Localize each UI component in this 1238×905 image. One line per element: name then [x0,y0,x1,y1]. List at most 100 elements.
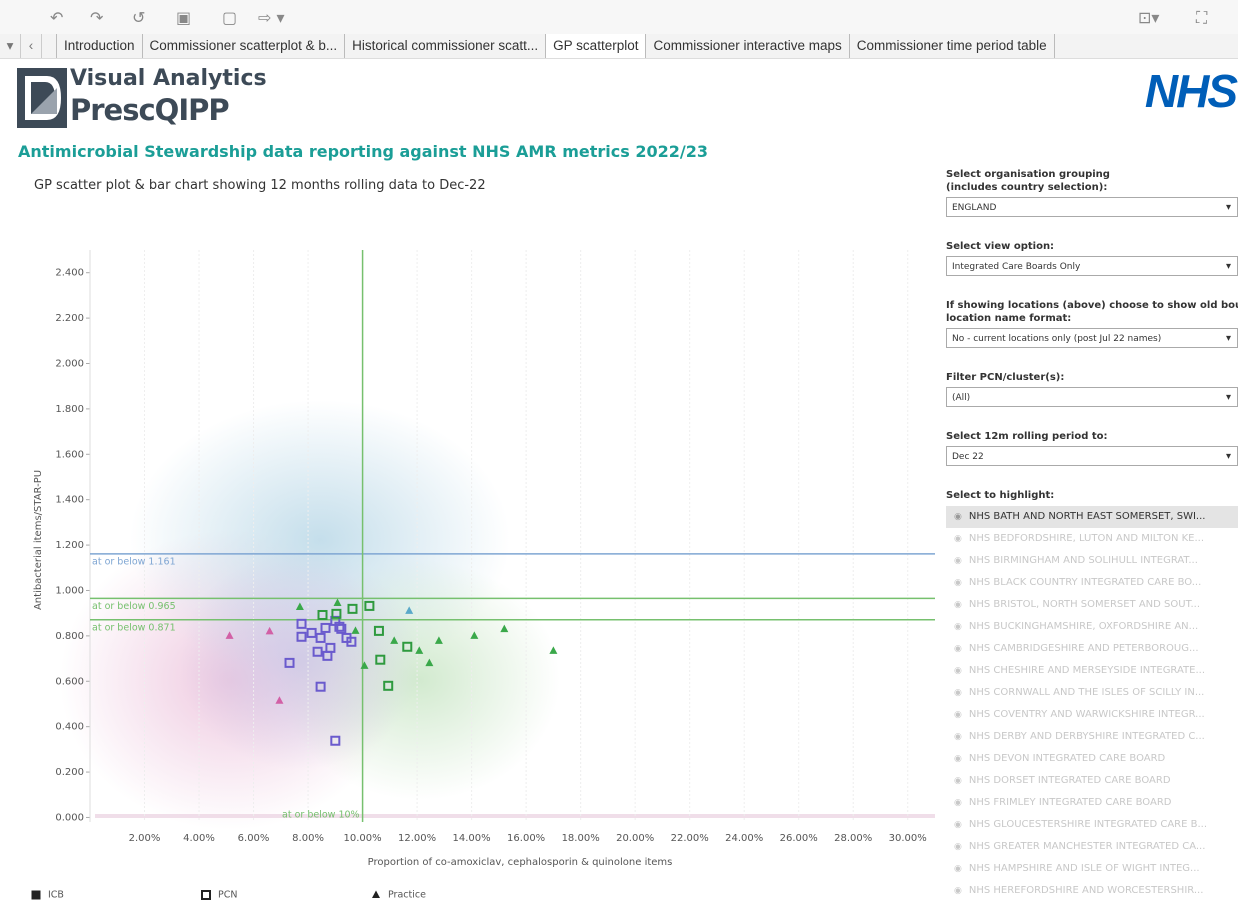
filter-label: Filter PCN/cluster(s): [946,372,1065,383]
pcn-point [315,632,326,643]
fullscreen-icon[interactable]: ⛶ [1196,8,1208,27]
filter-label: Select view option: [946,241,1055,252]
x-tick-label: 2.00% [129,833,161,844]
download-icon[interactable]: ⊡▾ [1138,8,1160,27]
y-tick-label: 0.400 [55,722,84,733]
x-tick-label: 28.00% [834,833,872,844]
filter-panel: Select organisation grouping (includes co… [946,168,1238,902]
practice-point [434,636,443,644]
tab[interactable]: Commissioner scatterplot & b... [143,34,346,58]
highlight-item[interactable]: NHS HEREFORDSHIRE AND WORCESTERSHIR... [946,880,1238,902]
pcn-point [364,600,375,611]
practice-point [405,606,414,614]
y-tick-label: 2.000 [55,358,84,369]
pcn-point [402,641,413,652]
undo-icon[interactable]: ↶ [50,8,64,27]
dropdown[interactable]: No - current locations only (post Jul 22… [946,328,1238,349]
reference-label: at or below 0.965 [92,601,176,612]
pcn-point [331,608,342,619]
dropdown[interactable]: (All) [946,387,1238,408]
pcn-point [336,623,347,634]
reference-label: at or below 1.161 [92,556,176,567]
highlight-item[interactable]: NHS CAMBRIDGESHIRE AND PETERBOROUG... [946,638,1238,660]
dropdown[interactable]: Dec 22 [946,446,1238,467]
y-tick-label: 1.800 [55,404,84,415]
tab[interactable]: Commissioner time period table [850,34,1055,58]
x-axis-label: Proportion of co-amoxiclav, cephalospori… [368,857,673,868]
filter-group: Filter PCN/cluster(s): (All) [946,371,1238,408]
highlight-item[interactable]: NHS BUCKINGHAMSHIRE, OXFORDSHIRE AN... [946,616,1238,638]
share-icon[interactable]: ⇨ ▾ [258,8,285,27]
background-cloud [60,400,935,830]
y-tick-label: 1.600 [55,449,84,460]
y-tick-label: 1.000 [55,585,84,596]
highlight-item[interactable]: NHS BLACK COUNTRY INTEGRATED CARE BO... [946,572,1238,594]
legend-marker [201,890,211,900]
highlight-item[interactable]: NHS CHESHIRE AND MERSEYSIDE INTEGRATE... [946,660,1238,682]
highlight-item[interactable]: NHS FRIMLEY INTEGRATED CARE BOARD [946,792,1238,814]
logo-mark [17,68,67,128]
redo-icon[interactable]: ↷ [90,8,104,27]
highlight-item[interactable]: NHS CORNWALL AND THE ISLES OF SCILLY IN.… [946,682,1238,704]
tab-menu[interactable]: ▾ [0,34,21,58]
dashboard-subtitle: GP scatter plot & bar chart showing 12 m… [34,178,486,193]
legend-label: Practice [388,890,426,901]
pcn-point [383,680,394,691]
practice-point [360,661,369,669]
pcn-point [347,603,358,614]
pcn-point [296,631,307,642]
highlight-item[interactable]: NHS GREATER MANCHESTER INTEGRATED CA... [946,836,1238,858]
tab[interactable]: Introduction [57,34,143,58]
y-tick-label: 1.400 [55,495,84,506]
filter-label: Select organisation grouping [946,169,1110,180]
highlight-item[interactable]: NHS GLOUCESTERSHIRE INTEGRATED CARE B... [946,814,1238,836]
highlight-item[interactable]: NHS BRISTOL, NORTH SOMERSET AND SOUT... [946,594,1238,616]
pcn-point [315,681,326,692]
tab-bar: ▾ ‹ Introduction Commissioner scatterplot… [0,34,1238,59]
x-tick-label: 16.00% [507,833,545,844]
filter-group: Select organisation grouping (includes co… [946,168,1238,218]
practice-point [549,646,558,654]
highlight-item[interactable]: NHS BEDFORDSHIRE, LUTON AND MILTON KE... [946,528,1238,550]
pcn-point [284,657,295,668]
highlight-label: Select to highlight: [946,490,1055,501]
practice-point [415,646,424,654]
practice-point [500,624,509,633]
x-tick-label: 14.00% [453,833,491,844]
x-tick-label: 6.00% [238,833,270,844]
dropdown[interactable]: ENGLAND [946,197,1238,218]
practice-point [351,626,360,634]
dashboard-title: Antimicrobial Stewardship data reporting… [18,142,708,161]
highlight-item[interactable]: NHS DORSET INTEGRATED CARE BOARD [946,770,1238,792]
tab[interactable]: Historical commissioner scatt... [345,34,547,58]
highlight-item[interactable]: NHS HAMPSHIRE AND ISLE OF WIGHT INTEG... [946,858,1238,880]
x-tick-label: 4.00% [183,833,215,844]
highlight-item[interactable]: NHS BIRMINGHAM AND SOLIHULL INTEGRAT... [946,550,1238,572]
dropdown[interactable]: Integrated Care Boards Only [946,256,1238,277]
refresh-icon[interactable]: ▣ [176,8,192,27]
practice-point [425,658,434,667]
revert-icon[interactable]: ↺ [132,8,146,27]
y-tick-label: 0.200 [55,767,84,778]
tab[interactable]: GP scatterplot [546,34,647,58]
x-tick-label: 18.00% [562,833,600,844]
y-axis-label: Antibacterial items/STAR-PU [33,470,44,610]
legend-label: ICB [48,890,64,901]
pcn-point [373,625,384,636]
highlight-item[interactable]: NHS DEVON INTEGRATED CARE BOARD [946,748,1238,770]
pause-icon[interactable]: ▢ [222,8,238,27]
x-tick-label: 30.00% [889,833,927,844]
highlight-item[interactable]: NHS COVENTRY AND WARWICKSHIRE INTEGR... [946,704,1238,726]
pcn-point [346,636,357,647]
pcn-point [375,654,386,665]
tab[interactable]: Commissioner interactive maps [646,34,850,58]
highlight-item[interactable]: NHS BATH AND NORTH EAST SOMERSET, SWI... [946,506,1238,528]
practice-point [390,636,399,644]
y-tick-label: 0.000 [55,812,84,823]
y-tick-label: 2.200 [55,313,84,324]
filter-label: If showing locations (above) choose to s… [946,300,1238,311]
highlight-item[interactable]: NHS DERBY AND DERBYSHIRE INTEGRATED C... [946,726,1238,748]
tab-prev[interactable]: ‹ [21,34,42,58]
x-tick-label: 22.00% [671,833,709,844]
